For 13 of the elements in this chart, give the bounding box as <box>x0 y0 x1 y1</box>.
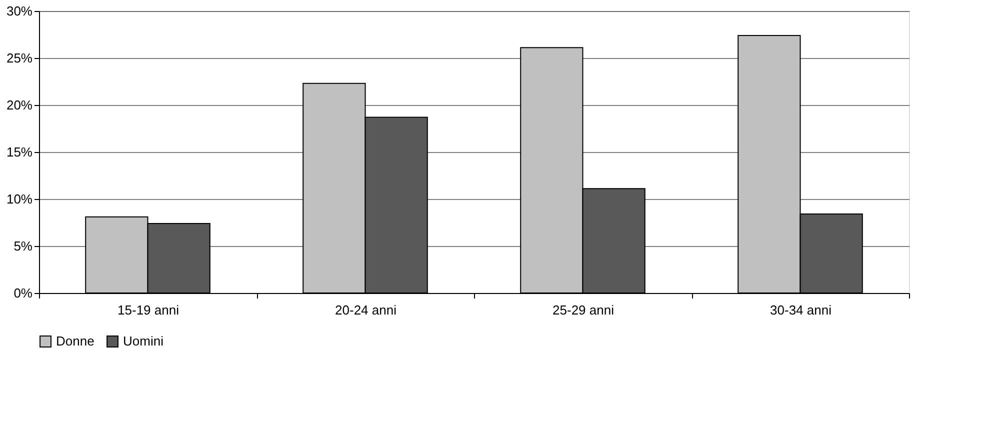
x-tick-label: 30-34 anni <box>770 302 832 318</box>
x-tick-label: 25-29 anni <box>552 302 614 318</box>
y-tick-label: 25% <box>6 50 33 66</box>
y-tick-label: 30% <box>6 4 33 18</box>
y-tick-label: 20% <box>6 98 33 112</box>
x-tick-label: 15-19 anni <box>118 302 180 318</box>
legend-label: Uomini <box>123 334 164 349</box>
y-tick-label: 10% <box>6 192 33 206</box>
y-tick-label: 15% <box>6 144 33 160</box>
y-tick-label: 0% <box>14 286 33 300</box>
legend-label: Donne <box>56 334 94 349</box>
y-tick-label: 5% <box>14 238 33 254</box>
x-tick-label: 20-24 anni <box>335 302 397 318</box>
